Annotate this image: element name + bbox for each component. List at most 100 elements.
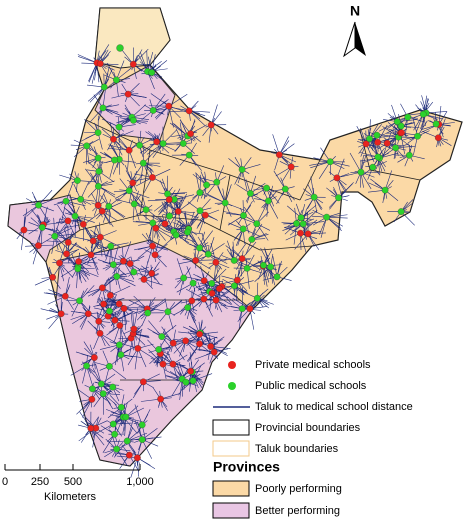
public-school bbox=[397, 122, 405, 130]
distance-line bbox=[94, 423, 114, 435]
distance-line bbox=[126, 420, 134, 442]
private-school bbox=[148, 269, 156, 277]
public-school bbox=[142, 206, 150, 214]
distance-line bbox=[179, 122, 184, 144]
distance-line bbox=[147, 199, 170, 202]
distance-line bbox=[125, 407, 145, 418]
distance-line bbox=[84, 210, 103, 225]
private-school bbox=[165, 196, 173, 203]
private-school bbox=[188, 297, 196, 305]
private-school bbox=[35, 242, 42, 249]
private-school bbox=[125, 451, 133, 459]
country bbox=[7, 7, 463, 467]
public-school bbox=[71, 212, 79, 220]
distance-line bbox=[168, 106, 174, 128]
private-school bbox=[161, 220, 169, 228]
private-school bbox=[95, 317, 103, 325]
public-school bbox=[180, 274, 188, 282]
public-school bbox=[89, 385, 96, 393]
distance-line bbox=[141, 439, 153, 459]
north-label: N bbox=[350, 3, 360, 19]
public-school bbox=[105, 202, 113, 210]
private-school bbox=[75, 258, 82, 265]
distance-line bbox=[160, 234, 177, 249]
distance-line bbox=[326, 216, 348, 219]
distance-line bbox=[127, 432, 148, 442]
private-school bbox=[192, 257, 199, 264]
private-school bbox=[134, 454, 141, 462]
private-school bbox=[57, 310, 65, 318]
public-school bbox=[95, 182, 102, 190]
private-school bbox=[64, 239, 72, 246]
distance-line bbox=[189, 110, 210, 113]
public-school bbox=[94, 154, 102, 162]
distance-line bbox=[86, 365, 93, 386]
private-school bbox=[362, 140, 370, 148]
legend: Private medical schools Public medical s… bbox=[212, 359, 413, 519]
private-school bbox=[202, 211, 209, 219]
distance-line bbox=[168, 105, 189, 113]
public-school bbox=[144, 309, 152, 317]
distance-line bbox=[116, 276, 136, 287]
private-school bbox=[96, 60, 104, 67]
distance-line bbox=[243, 206, 258, 224]
distance-line bbox=[123, 308, 127, 331]
distance-line bbox=[79, 285, 95, 301]
scale-label: 1,000 bbox=[126, 476, 154, 488]
legend-swatch bbox=[212, 419, 250, 436]
public-school bbox=[310, 193, 318, 201]
public-school bbox=[196, 207, 204, 215]
distance-line bbox=[310, 161, 331, 169]
distance-line bbox=[147, 301, 166, 314]
distance-line bbox=[176, 258, 184, 279]
distance-line bbox=[219, 288, 233, 305]
public-school bbox=[204, 250, 212, 258]
private-school bbox=[140, 276, 148, 283]
public-school bbox=[164, 190, 171, 198]
distance-line bbox=[85, 168, 99, 187]
private-school bbox=[106, 292, 114, 299]
scale-unit: Kilometers bbox=[44, 491, 96, 503]
distance-line bbox=[123, 260, 135, 280]
distance-line bbox=[23, 208, 28, 231]
public-school bbox=[94, 129, 102, 136]
public-school bbox=[117, 351, 125, 359]
public-school bbox=[117, 403, 125, 411]
legend-public-dot bbox=[228, 382, 236, 390]
public-school bbox=[185, 151, 193, 159]
distance-line bbox=[272, 134, 280, 155]
private-school bbox=[49, 273, 57, 281]
private-school bbox=[383, 139, 391, 147]
public-school bbox=[208, 280, 216, 287]
private-school bbox=[140, 378, 147, 386]
distance-line bbox=[233, 243, 247, 261]
public-school bbox=[240, 212, 247, 219]
distance-line bbox=[201, 233, 209, 255]
public-school bbox=[326, 158, 334, 166]
private-school bbox=[374, 138, 381, 146]
distance-line bbox=[164, 369, 183, 380]
kashmir-region bbox=[94, 7, 171, 69]
distance-line bbox=[174, 194, 195, 200]
private-school bbox=[434, 134, 442, 142]
distance-line bbox=[226, 296, 243, 309]
distance-line bbox=[282, 223, 304, 231]
distance-line bbox=[113, 130, 134, 140]
public-school bbox=[113, 273, 121, 280]
private-school bbox=[157, 395, 164, 403]
distance-line bbox=[226, 240, 235, 261]
distance-line bbox=[279, 136, 289, 155]
scale-label: 500 bbox=[64, 476, 82, 488]
distance-line bbox=[195, 172, 201, 193]
private-school bbox=[215, 285, 223, 293]
private-school bbox=[100, 300, 107, 308]
legend-label: Private medical schools bbox=[255, 359, 371, 371]
private-school bbox=[333, 174, 341, 182]
distance-line bbox=[168, 94, 188, 107]
private-school bbox=[111, 316, 119, 324]
private-school bbox=[174, 208, 182, 215]
distance-line bbox=[102, 107, 123, 117]
distance-line bbox=[199, 230, 213, 249]
